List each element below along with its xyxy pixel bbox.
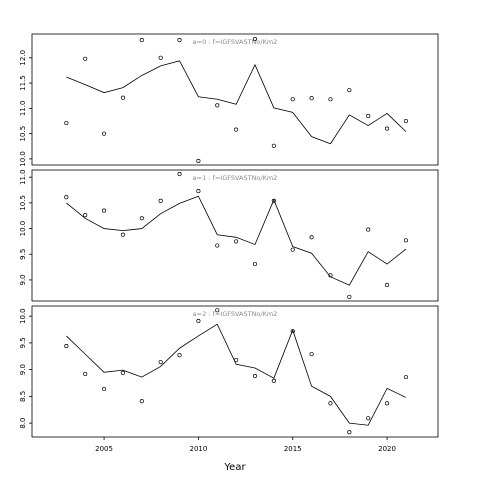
observed-point <box>177 353 182 358</box>
observed-point <box>158 55 163 60</box>
observed-point <box>215 103 220 108</box>
observed-point <box>271 198 276 203</box>
y-tick-label: 9.5 <box>19 337 27 348</box>
observed-point <box>64 195 69 200</box>
observed-point <box>196 158 201 164</box>
observed-point <box>196 189 201 194</box>
observed-point <box>328 97 333 102</box>
y-tick-label: 10.0 <box>19 151 27 167</box>
observed-point <box>83 213 88 218</box>
observed-point <box>196 318 201 324</box>
observed-point <box>328 401 333 406</box>
observed-point <box>309 352 314 357</box>
observed-point <box>102 208 107 213</box>
observed-point <box>290 97 295 102</box>
observed-point <box>309 96 314 101</box>
fit-line <box>66 323 407 426</box>
observed-point <box>385 283 390 288</box>
observed-point <box>177 38 182 43</box>
observed-point <box>252 261 258 267</box>
observed-point <box>271 143 276 148</box>
y-tick-label: 8.5 <box>19 391 27 402</box>
y-tick-label: 9.0 <box>19 364 27 375</box>
observed-point <box>403 118 408 124</box>
observed-point <box>271 378 276 383</box>
observed-point <box>215 308 220 313</box>
observed-point <box>347 88 352 93</box>
x-tick-label: 2010 <box>189 445 207 453</box>
x-tick-label: 2015 <box>284 445 302 453</box>
annotation: a=1 : f=IGFSVASTNo/Km2 <box>193 174 278 182</box>
y-tick-label: 11.5 <box>19 75 27 91</box>
observed-point <box>385 126 390 131</box>
observed-point <box>252 37 258 42</box>
observed-point <box>366 227 371 232</box>
panel-frame <box>31 305 439 438</box>
y-tick-label: 10.5 <box>19 126 27 142</box>
observed-point <box>366 416 371 421</box>
observed-point <box>64 344 69 349</box>
y-tick-label: 11.0 <box>19 169 27 185</box>
observed-point <box>347 430 352 435</box>
observed-point <box>177 172 182 177</box>
observed-point <box>215 243 220 248</box>
observed-point <box>83 371 88 376</box>
y-tick-label: 12.0 <box>19 50 27 66</box>
observed-point <box>234 239 239 244</box>
observed-point <box>83 56 88 61</box>
observed-point <box>328 273 333 278</box>
observed-point <box>139 216 144 221</box>
y-tick-label: 9.5 <box>19 249 27 260</box>
observed-point <box>385 401 390 406</box>
observed-point <box>120 370 125 375</box>
observed-point <box>139 38 144 43</box>
observed-point <box>139 399 144 404</box>
observed-point <box>347 294 352 299</box>
x-axis-title: Year <box>223 462 246 473</box>
panel-frame <box>31 33 439 166</box>
x-tick-label: 2005 <box>95 445 113 453</box>
observed-point <box>102 386 107 391</box>
observed-point <box>120 95 125 100</box>
observed-point <box>309 235 314 240</box>
x-tick-label: 2020 <box>378 445 396 453</box>
observed-point <box>403 238 408 243</box>
y-tick-label: 10.5 <box>19 195 27 211</box>
annotation: a=2 : f=IGFSVASTNo/Km2 <box>193 310 278 318</box>
fit-line <box>66 60 407 145</box>
observed-point <box>290 247 295 252</box>
observed-point <box>158 360 163 365</box>
observed-point <box>120 232 125 237</box>
y-tick-label: 8.0 <box>19 418 27 429</box>
observed-point <box>290 329 295 334</box>
observed-point <box>158 198 163 203</box>
panel-frame <box>31 169 439 302</box>
observed-point <box>366 113 371 118</box>
observed-point <box>102 131 107 136</box>
y-tick-label: 9.0 <box>19 274 27 285</box>
observed-point <box>234 127 239 132</box>
y-tick-label: 11.0 <box>19 101 27 117</box>
annotation: a=0 : f=IGFSVASTNo/Km2 <box>193 38 278 46</box>
y-tick-label: 10.0 <box>19 221 27 237</box>
y-tick-label: 10.0 <box>19 308 27 324</box>
observed-point <box>403 375 408 380</box>
observed-point <box>252 373 258 379</box>
fit-line <box>66 195 407 286</box>
observed-point <box>234 357 239 363</box>
observed-point <box>64 120 69 126</box>
